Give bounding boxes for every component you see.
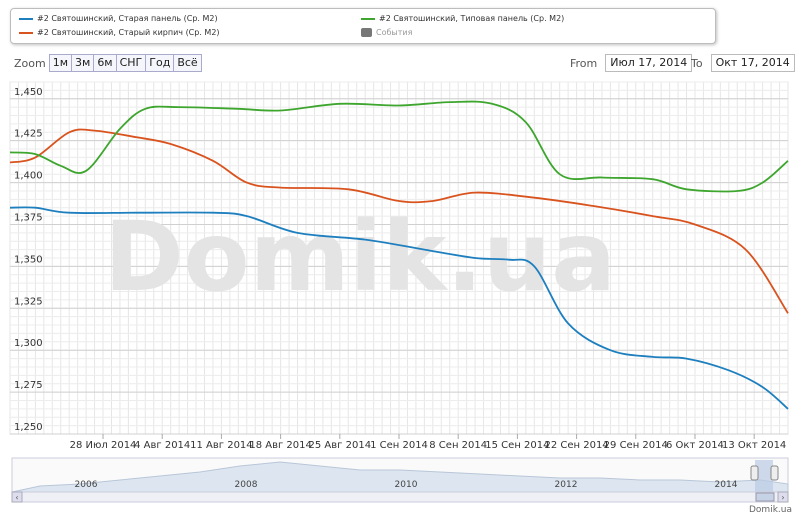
y-tick-label: 1,400	[14, 171, 43, 182]
series-layer	[9, 100, 789, 410]
legend-label: События	[376, 28, 413, 37]
series-line-2	[9, 100, 789, 193]
y-tick-label: 1,275	[14, 380, 43, 391]
legend: #2 Святошинский, Старая панель (Ср. M2) …	[10, 8, 716, 44]
legend-item-old-brick[interactable]: #2 Святошинский, Старый кирпич (Ср. M2)	[19, 28, 220, 37]
y-tick-label: 1,325	[14, 296, 43, 307]
legend-label: #2 Святошинский, Типовая панель (Ср. M2)	[379, 14, 565, 23]
zoom-controls: Zoom 1м 3м 6м СНГ Год Всё	[14, 54, 202, 72]
y-tick-label: 1,250	[14, 422, 43, 433]
y-tick-label: 1,450	[14, 87, 43, 98]
legend-swatch	[19, 17, 33, 20]
y-tick-label: 1,350	[14, 254, 43, 265]
legend-item-old-panel[interactable]: #2 Святошинский, Старая панель (Ср. M2)	[19, 14, 218, 23]
series-line-0	[9, 206, 789, 410]
y-tick-label: 1,425	[14, 129, 43, 140]
x-tick-label: 4 Авг 2014	[134, 440, 190, 451]
date-range-to: To Окт 17, 2014	[691, 54, 795, 72]
navigator-left-handle[interactable]	[750, 465, 759, 481]
watermark: Domik.ua	[104, 201, 616, 313]
zoom-all-button[interactable]: Всё	[173, 54, 202, 72]
scrollbar-thumb[interactable]	[755, 492, 775, 502]
x-tick-label: 22 Сен 2014	[544, 440, 608, 451]
x-tick-label: 29 Сен 2014	[604, 440, 668, 451]
navigator-year-label: 2010	[395, 480, 418, 490]
scrollbar-left-button[interactable]	[11, 491, 23, 503]
events-flag-icon	[361, 28, 372, 37]
x-tick-label: 15 Сен 2014	[485, 440, 549, 451]
chevron-right-icon: ›	[781, 493, 784, 502]
y-tick-label: 1,375	[14, 212, 43, 223]
legend-label: #2 Святошинский, Старая панель (Ср. M2)	[37, 14, 218, 23]
navigator-year-label: 2012	[555, 480, 578, 490]
y-axis: 1,250 1,275 1,300 1,325 1,350 1,375 1,400 1,425…	[14, 87, 43, 433]
legend-swatch	[361, 17, 375, 20]
legend-item-typical-panel[interactable]: #2 Святошинский, Типовая панель (Ср. M2)	[361, 14, 564, 23]
date-range-from: From Июл 17, 2014	[570, 54, 693, 72]
navigator-year-label: 2014	[715, 480, 738, 490]
series-line-1	[9, 128, 789, 314]
x-tick-label: 6 Окт 2014	[666, 440, 724, 451]
to-date-input[interactable]: Окт 17, 2014	[710, 54, 795, 72]
navigator-series	[11, 461, 789, 493]
x-tick-label: 13 Окт 2014	[722, 440, 786, 451]
from-date-input[interactable]: Июл 17, 2014	[605, 54, 693, 72]
navigator-selection[interactable]	[755, 460, 773, 492]
navigator-year-label: 2006	[75, 480, 98, 490]
zoom-3m-button[interactable]: 3м	[71, 54, 95, 72]
zoom-ytd-button[interactable]: СНГ	[115, 54, 147, 72]
x-tick-label: 18 Авг 2014	[249, 440, 312, 451]
x-tick-label: 25 Авг 2014	[309, 440, 372, 451]
x-tick-label: 28 Июл 2014	[70, 440, 137, 451]
legend-label: #2 Святошинский, Старый кирпич (Ср. M2)	[37, 28, 220, 37]
chevron-left-icon: ‹	[15, 493, 18, 502]
scrollbar-track[interactable]	[11, 491, 789, 503]
y-tick-label: 1,300	[14, 338, 43, 349]
legend-swatch	[19, 31, 33, 34]
zoom-1m-button[interactable]: 1м	[48, 54, 73, 72]
scrollbar-right-button[interactable]	[777, 491, 789, 503]
grid	[9, 81, 789, 435]
navigator[interactable]: 2006 2008 2010 2012 2014 ‹ ›	[11, 457, 789, 503]
credit-label: Domik.ua	[749, 505, 792, 515]
navigator-right-handle[interactable]	[770, 465, 779, 481]
legend-item-events[interactable]: События	[361, 28, 412, 37]
x-tick-label: 8 Сен 2014	[429, 440, 487, 451]
x-tick-label: 11 Авг 2014	[190, 440, 253, 451]
navigator-year-label: 2008	[235, 480, 258, 490]
zoom-label: Zoom	[14, 56, 46, 70]
from-label: From	[570, 56, 598, 70]
x-tick-label: 1 Сен 2014	[370, 440, 428, 451]
to-label: To	[691, 56, 703, 70]
